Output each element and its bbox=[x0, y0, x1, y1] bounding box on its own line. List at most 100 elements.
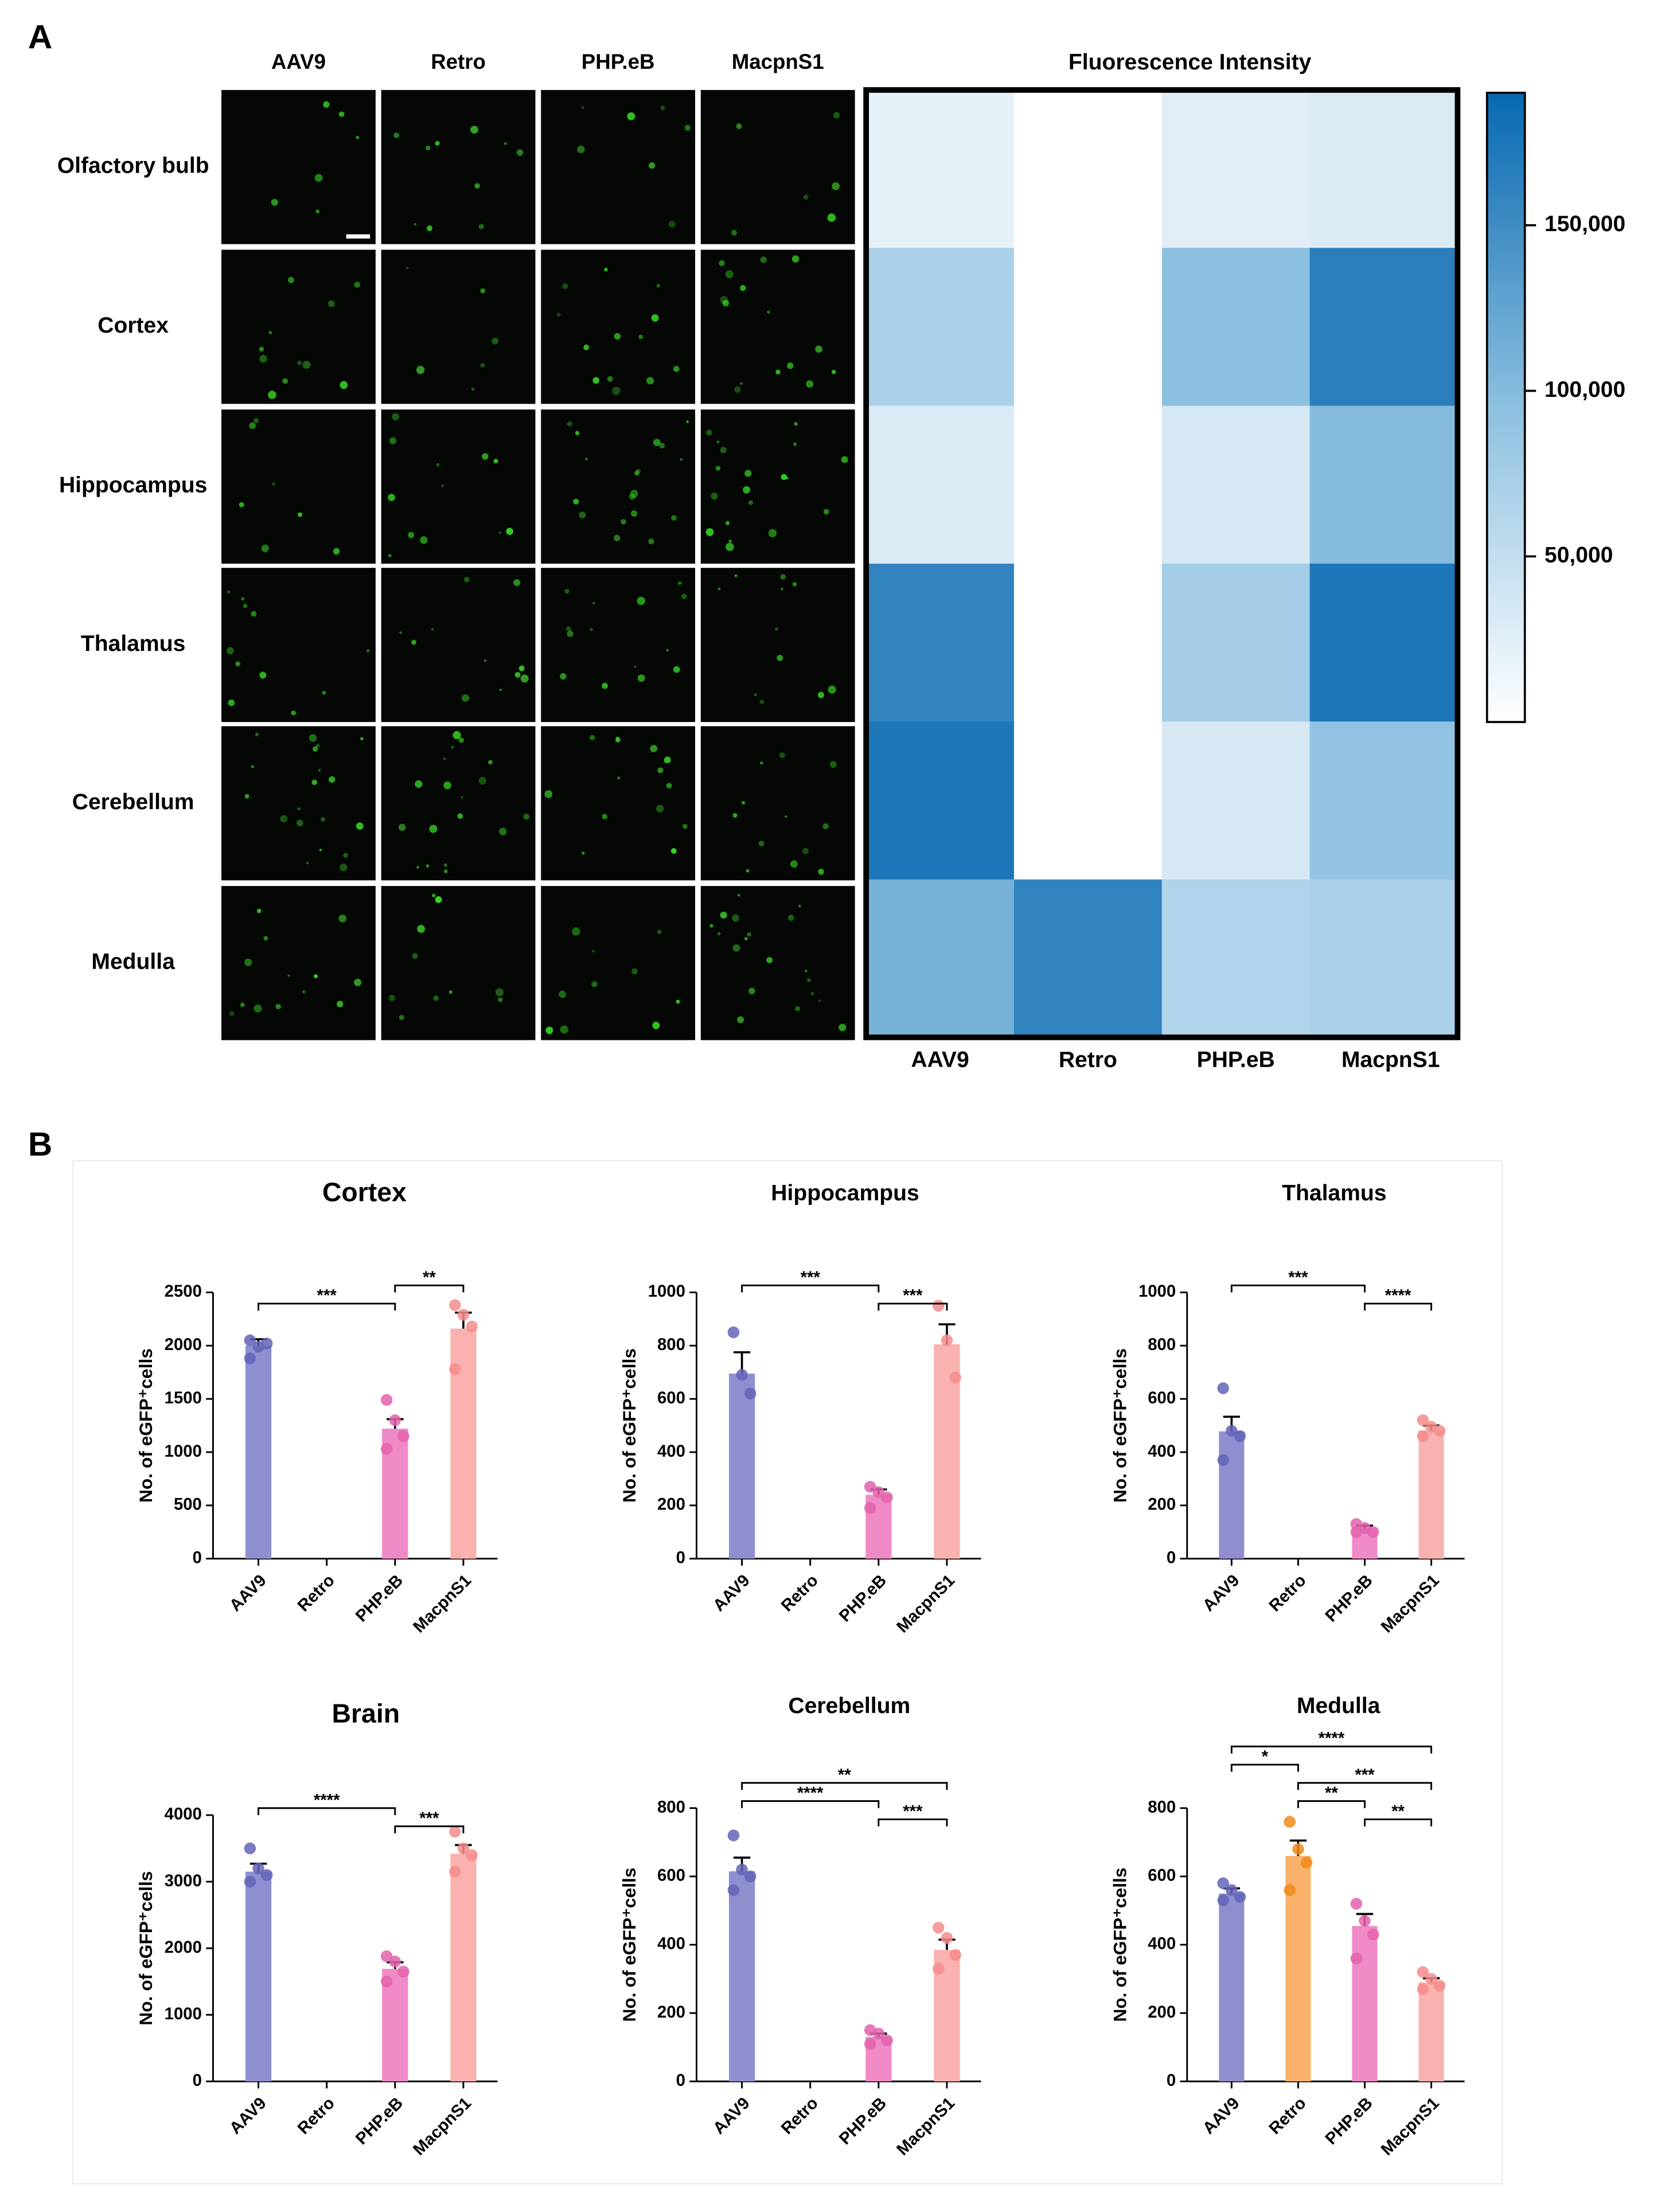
cell bbox=[818, 999, 821, 1002]
micrograph-background bbox=[221, 89, 376, 244]
cell bbox=[734, 574, 738, 578]
data-point bbox=[449, 1866, 461, 1878]
cell bbox=[566, 626, 571, 631]
cell bbox=[356, 822, 364, 830]
micrograph bbox=[221, 89, 376, 244]
cell bbox=[426, 225, 432, 232]
cell bbox=[239, 502, 244, 508]
cell bbox=[614, 535, 621, 541]
x-tick-label: MacpnS1 bbox=[1342, 1048, 1440, 1072]
data-point bbox=[380, 1443, 393, 1455]
cell bbox=[602, 682, 608, 689]
cell bbox=[272, 482, 276, 486]
heatmap-cell bbox=[1309, 248, 1459, 407]
cell bbox=[297, 820, 303, 826]
cell bbox=[717, 932, 721, 936]
x-tick-label: PHP.eB bbox=[836, 2094, 891, 2149]
data-point bbox=[389, 1414, 401, 1426]
cell bbox=[328, 776, 336, 783]
cell bbox=[671, 515, 677, 521]
micrograph bbox=[541, 885, 696, 1040]
cell bbox=[781, 474, 787, 481]
cell bbox=[681, 594, 687, 599]
cell bbox=[744, 470, 752, 477]
data-point bbox=[881, 1491, 893, 1504]
cell bbox=[461, 796, 463, 799]
cell bbox=[781, 587, 783, 591]
image-column-label: AAV9 bbox=[271, 50, 326, 73]
cell bbox=[243, 603, 248, 608]
panel-b-frame bbox=[72, 1160, 1503, 2184]
cell bbox=[470, 126, 478, 134]
row-label: Cortex bbox=[98, 313, 169, 338]
cell bbox=[718, 587, 721, 590]
significance-label: **** bbox=[1319, 1729, 1345, 1748]
data-point bbox=[727, 1884, 740, 1896]
x-tick-label: AAV9 bbox=[1199, 1571, 1243, 1615]
cell bbox=[766, 957, 773, 963]
data-point bbox=[872, 2027, 885, 2040]
significance-label: * bbox=[1262, 1747, 1269, 1766]
cell bbox=[637, 596, 645, 605]
data-point bbox=[1425, 1973, 1437, 1985]
cell bbox=[488, 760, 493, 765]
y-tick-label: 800 bbox=[657, 1335, 685, 1354]
cell bbox=[443, 863, 447, 867]
cell bbox=[268, 391, 276, 399]
cell bbox=[791, 255, 800, 263]
cell bbox=[614, 333, 621, 340]
cell bbox=[706, 429, 712, 436]
cell bbox=[392, 413, 400, 421]
cell bbox=[499, 688, 502, 692]
cell bbox=[798, 904, 801, 908]
data-point bbox=[457, 1309, 470, 1321]
data-point bbox=[1217, 1894, 1229, 1906]
cell bbox=[254, 418, 259, 424]
panel-label: B bbox=[28, 1126, 52, 1163]
cell bbox=[436, 463, 440, 467]
heatmap-cell bbox=[1309, 405, 1459, 565]
cell bbox=[405, 266, 409, 270]
y-tick-label: 200 bbox=[1148, 2003, 1176, 2022]
cell bbox=[474, 183, 480, 189]
cell bbox=[478, 777, 487, 785]
colorbar-tick-label: 50,000 bbox=[1545, 543, 1613, 568]
cell bbox=[732, 944, 740, 952]
cell bbox=[803, 194, 809, 200]
y-tick-label: 800 bbox=[1148, 1797, 1176, 1816]
data-point bbox=[864, 2038, 876, 2050]
cell bbox=[719, 260, 725, 267]
cell bbox=[433, 996, 439, 1001]
cell bbox=[806, 380, 814, 388]
data-point bbox=[872, 1486, 885, 1498]
cell bbox=[656, 284, 660, 288]
y-tick-label: 0 bbox=[676, 1548, 685, 1567]
significance-label: **** bbox=[1385, 1286, 1411, 1305]
cell bbox=[827, 213, 836, 222]
cell bbox=[414, 223, 417, 226]
cell bbox=[562, 283, 568, 290]
cell bbox=[817, 692, 824, 699]
significance-label: *** bbox=[903, 1802, 923, 1821]
cell bbox=[268, 330, 272, 335]
cell bbox=[416, 365, 425, 374]
cell bbox=[471, 387, 475, 391]
cell bbox=[518, 665, 525, 672]
row-label: Hippocampus bbox=[59, 473, 207, 498]
cell bbox=[340, 381, 348, 389]
significance-bracket bbox=[878, 1818, 948, 1827]
cell bbox=[792, 582, 797, 587]
cell bbox=[839, 1024, 847, 1031]
cell bbox=[582, 106, 584, 109]
cell bbox=[228, 699, 235, 707]
y-axis-label: No. of eGFP⁺cells bbox=[135, 1871, 156, 2026]
data-point bbox=[864, 1502, 876, 1514]
micrograph-background bbox=[700, 409, 855, 564]
cell bbox=[806, 978, 811, 982]
scale-bar bbox=[346, 234, 371, 239]
cell bbox=[841, 456, 848, 463]
micrograph bbox=[381, 409, 536, 564]
cell bbox=[343, 852, 348, 858]
heatmap-cell bbox=[1161, 879, 1311, 1038]
micrograph bbox=[541, 409, 696, 564]
